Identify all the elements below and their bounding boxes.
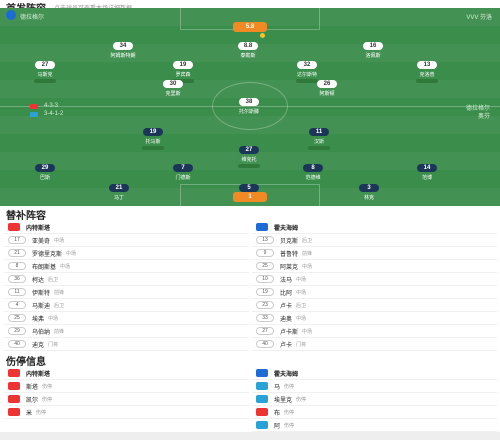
away-injury-coach-row: 霍夫海姆 [252, 367, 497, 380]
home-team-logo-icon [6, 10, 16, 20]
sub-row[interactable]: 23 卢卡 后卫 [252, 299, 497, 312]
player-away-6[interactable]: 8 范德维 [278, 156, 348, 181]
player-home-4[interactable]: 16 洛佩斯 [338, 34, 408, 59]
subs-title: 替补阵容 [6, 210, 46, 222]
injury-icon [256, 395, 268, 403]
sub-row[interactable]: 19 比阿 中场 [252, 286, 497, 299]
away-flag-icon [30, 112, 38, 117]
player-away-7[interactable]: 14 范博 [392, 156, 462, 181]
sub-row[interactable]: 21 罗德里克斯 中场 [4, 247, 249, 260]
home-subs-list: 内特斯塔 17 亚美奇 中场 21 罗德里克斯 中场 8 布朗斯基 中场 36 柯达 后卫 11… [4, 221, 249, 351]
away-formation: 3-4-1-2 [44, 111, 64, 117]
subs-header: 替补阵容 [0, 207, 500, 222]
player-home-11[interactable]: 38 托尔斯滕 [238, 98, 259, 115]
injuries-title: 伤停信息 [6, 356, 46, 368]
player-away-10[interactable]: 3 林克 [334, 176, 404, 201]
player-home-10[interactable]: 26 阿斯顿 [292, 72, 362, 97]
away-team-logo-icon [256, 369, 268, 377]
sub-row[interactable]: 17 亚美奇 中场 [4, 234, 249, 247]
player-away-2[interactable]: 11 汉斯 [284, 120, 354, 150]
player-away-1[interactable]: 19 托马斯 [118, 120, 188, 150]
player-away-8[interactable]: 21 马丁 [84, 176, 154, 201]
injury-icon [8, 408, 20, 416]
injury-row[interactable]: 马伤停 [252, 380, 497, 393]
home-goalkeeper[interactable]: 5.8 [233, 22, 267, 32]
home-team-logo-icon [8, 223, 20, 231]
sub-row[interactable]: 8 布朗斯基 中场 [4, 260, 249, 273]
sub-row[interactable]: 10 法马 中场 [252, 273, 497, 286]
sub-row[interactable]: 11 伊斯特 前锋 [4, 286, 249, 299]
injury-icon [8, 395, 20, 403]
sub-row[interactable]: 40 卢卡 门将 [252, 338, 497, 351]
home-flag-icon [30, 104, 38, 109]
player-away-3[interactable]: 27 维克托 [214, 138, 284, 168]
sub-row[interactable]: 9 普鲁特 前锋 [252, 247, 497, 260]
player-home-2[interactable]: 34 阿姆斯特朗 [110, 42, 136, 59]
sub-row[interactable]: 25 阿莱克 中场 [252, 260, 497, 273]
injuries-header: 伤停信息 [0, 353, 500, 368]
injury-icon [8, 382, 20, 390]
away-team-logo-icon [256, 223, 268, 231]
home-team-logo-icon [8, 369, 20, 377]
player-away-4[interactable]: 29 巴斯 [10, 156, 80, 181]
injury-row[interactable]: 斯塔 伤停 [4, 380, 249, 393]
sub-row[interactable]: 40 迪克 门将 [4, 338, 249, 351]
pitch: 德拉格尔 VVV 芬洛 5.8 34 阿姆斯特朗 8.8 泰勒斯 16 洛佩斯 27 马… [0, 8, 500, 206]
sub-row[interactable]: 4 马斯迪 后卫 [4, 299, 249, 312]
footer-bar [0, 432, 500, 440]
injury-row[interactable]: 凯尔 伤停 [4, 393, 249, 406]
injury-row[interactable]: 布伤停 [252, 406, 497, 419]
home-coach-row: 内特斯塔 [4, 221, 249, 234]
player-home-6[interactable]: 19 罗宾森 [148, 53, 218, 83]
sub-row[interactable]: 36 柯达 后卫 [4, 273, 249, 286]
injury-icon [256, 421, 268, 429]
injury-icon [256, 382, 268, 390]
away-injuries-list: 霍夫海姆 马伤停 埃里克 伤停 布伤停 阿伤停 [252, 367, 497, 432]
player-home-3[interactable]: 8.8 泰勒斯 [213, 33, 283, 59]
home-formation: 4-3-3 [44, 103, 59, 109]
away-coach-label: 奥芬 [477, 114, 490, 120]
player-home-8[interactable]: 13 克洛普 [392, 53, 462, 83]
player-away-5[interactable]: 7 门德斯 [148, 156, 218, 181]
home-team-name: 德拉格尔 [20, 15, 45, 21]
injury-row[interactable]: 米伤停 [4, 406, 249, 419]
home-injury-coach-row: 内特斯塔 [4, 367, 249, 380]
away-subs-list: 霍夫海姆 13 贝克斯 后卫 9 普鲁特 前锋 25 阿莱克 中场 10 法马 中场 19 比阿中… [252, 221, 497, 351]
sub-row[interactable]: 25 埃弗 中场 [4, 312, 249, 325]
sub-row[interactable]: 29 乌伯纳 前锋 [4, 325, 249, 338]
home-coach-label: 德拉格尔 [465, 106, 490, 112]
away-goalkeeper[interactable]: 1 [233, 192, 267, 202]
away-team-name: VVV 芬洛 [466, 15, 492, 21]
injury-row[interactable]: 阿伤停 [252, 419, 497, 432]
home-injuries-list: 内特斯塔 斯塔 伤停 凯尔 伤停 米伤停 [4, 367, 249, 419]
away-coach-row: 霍夫海姆 [252, 221, 497, 234]
player-home-7[interactable]: 32 达尔斯特 [272, 53, 342, 83]
sub-row[interactable]: 33 迪奥 中场 [252, 312, 497, 325]
injury-icon [256, 408, 268, 416]
player-home-9[interactable]: 30 克里斯 [138, 72, 208, 97]
sub-row[interactable]: 13 贝克斯 后卫 [252, 234, 497, 247]
sub-row[interactable]: 27 卢卡斯 中场 [252, 325, 497, 338]
player-home-5[interactable]: 27 马斯克 [10, 53, 80, 83]
injury-row[interactable]: 埃里克 伤停 [252, 393, 497, 406]
